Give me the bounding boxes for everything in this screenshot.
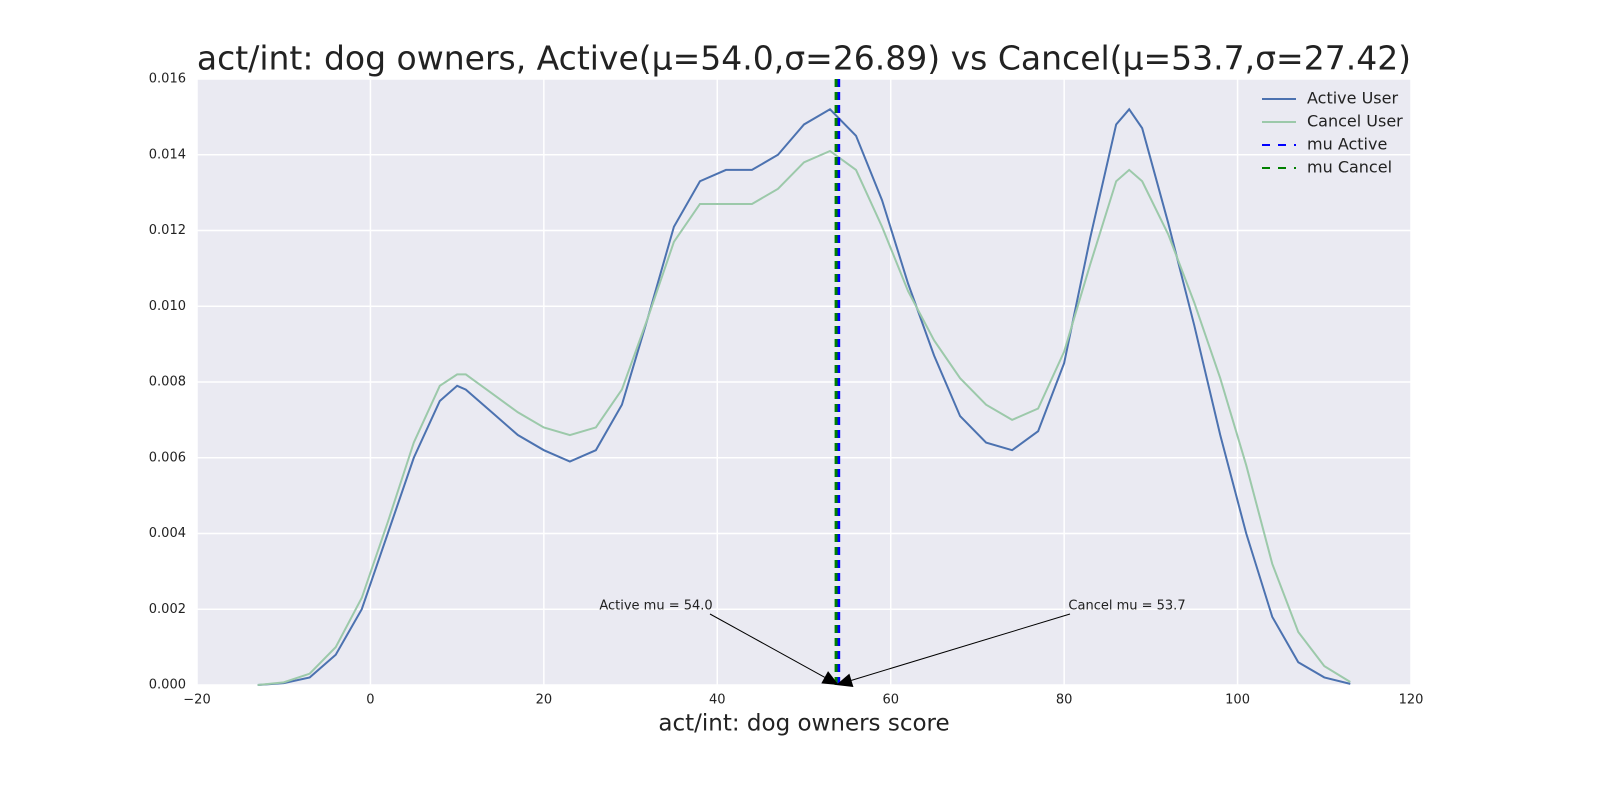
y-tick-label: 0.010 — [149, 299, 186, 314]
legend-label: mu Cancel — [1307, 158, 1392, 177]
arrow-head — [836, 673, 854, 688]
x-tick-label: 40 — [709, 693, 726, 708]
chart-title: act/int: dog owners, Active(μ=54.0,σ=26.… — [197, 39, 1411, 78]
series-line — [257, 107, 1351, 686]
x-tick-label: 0 — [366, 693, 374, 708]
y-tick-label: 0.004 — [149, 526, 186, 541]
y-tick-label: 0.016 — [149, 72, 186, 87]
y-tick-label: 0.002 — [149, 602, 186, 617]
y-tick-label: 0.014 — [149, 147, 186, 162]
x-tick-label: 80 — [1056, 693, 1073, 708]
x-tick-label: 20 — [536, 693, 553, 708]
series-line — [257, 149, 1351, 686]
y-tick-label: 0.006 — [149, 450, 186, 465]
arrow-head — [821, 671, 839, 685]
x-tick-label: −20 — [183, 693, 210, 708]
annotation: Cancel mu = 53.7 — [1068, 599, 1185, 614]
x-tick-label: 60 — [882, 693, 899, 708]
x-tick-label: 120 — [1399, 693, 1424, 708]
x-axis-label: act/int: dog owners score — [658, 711, 949, 737]
legend-label: mu Active — [1307, 135, 1387, 154]
annotation-arrow — [851, 613, 1071, 681]
y-tick-label: 0.000 — [149, 678, 186, 693]
annotation: Active mu = 54.0 — [599, 599, 712, 614]
annotation-arrow — [709, 613, 825, 678]
y-tick-label: 0.012 — [149, 223, 186, 238]
y-tick-label: 0.008 — [149, 375, 186, 390]
legend-label: Cancel User — [1307, 112, 1403, 131]
x-tick-label: 100 — [1225, 693, 1250, 708]
legend-label: Active User — [1307, 89, 1398, 108]
